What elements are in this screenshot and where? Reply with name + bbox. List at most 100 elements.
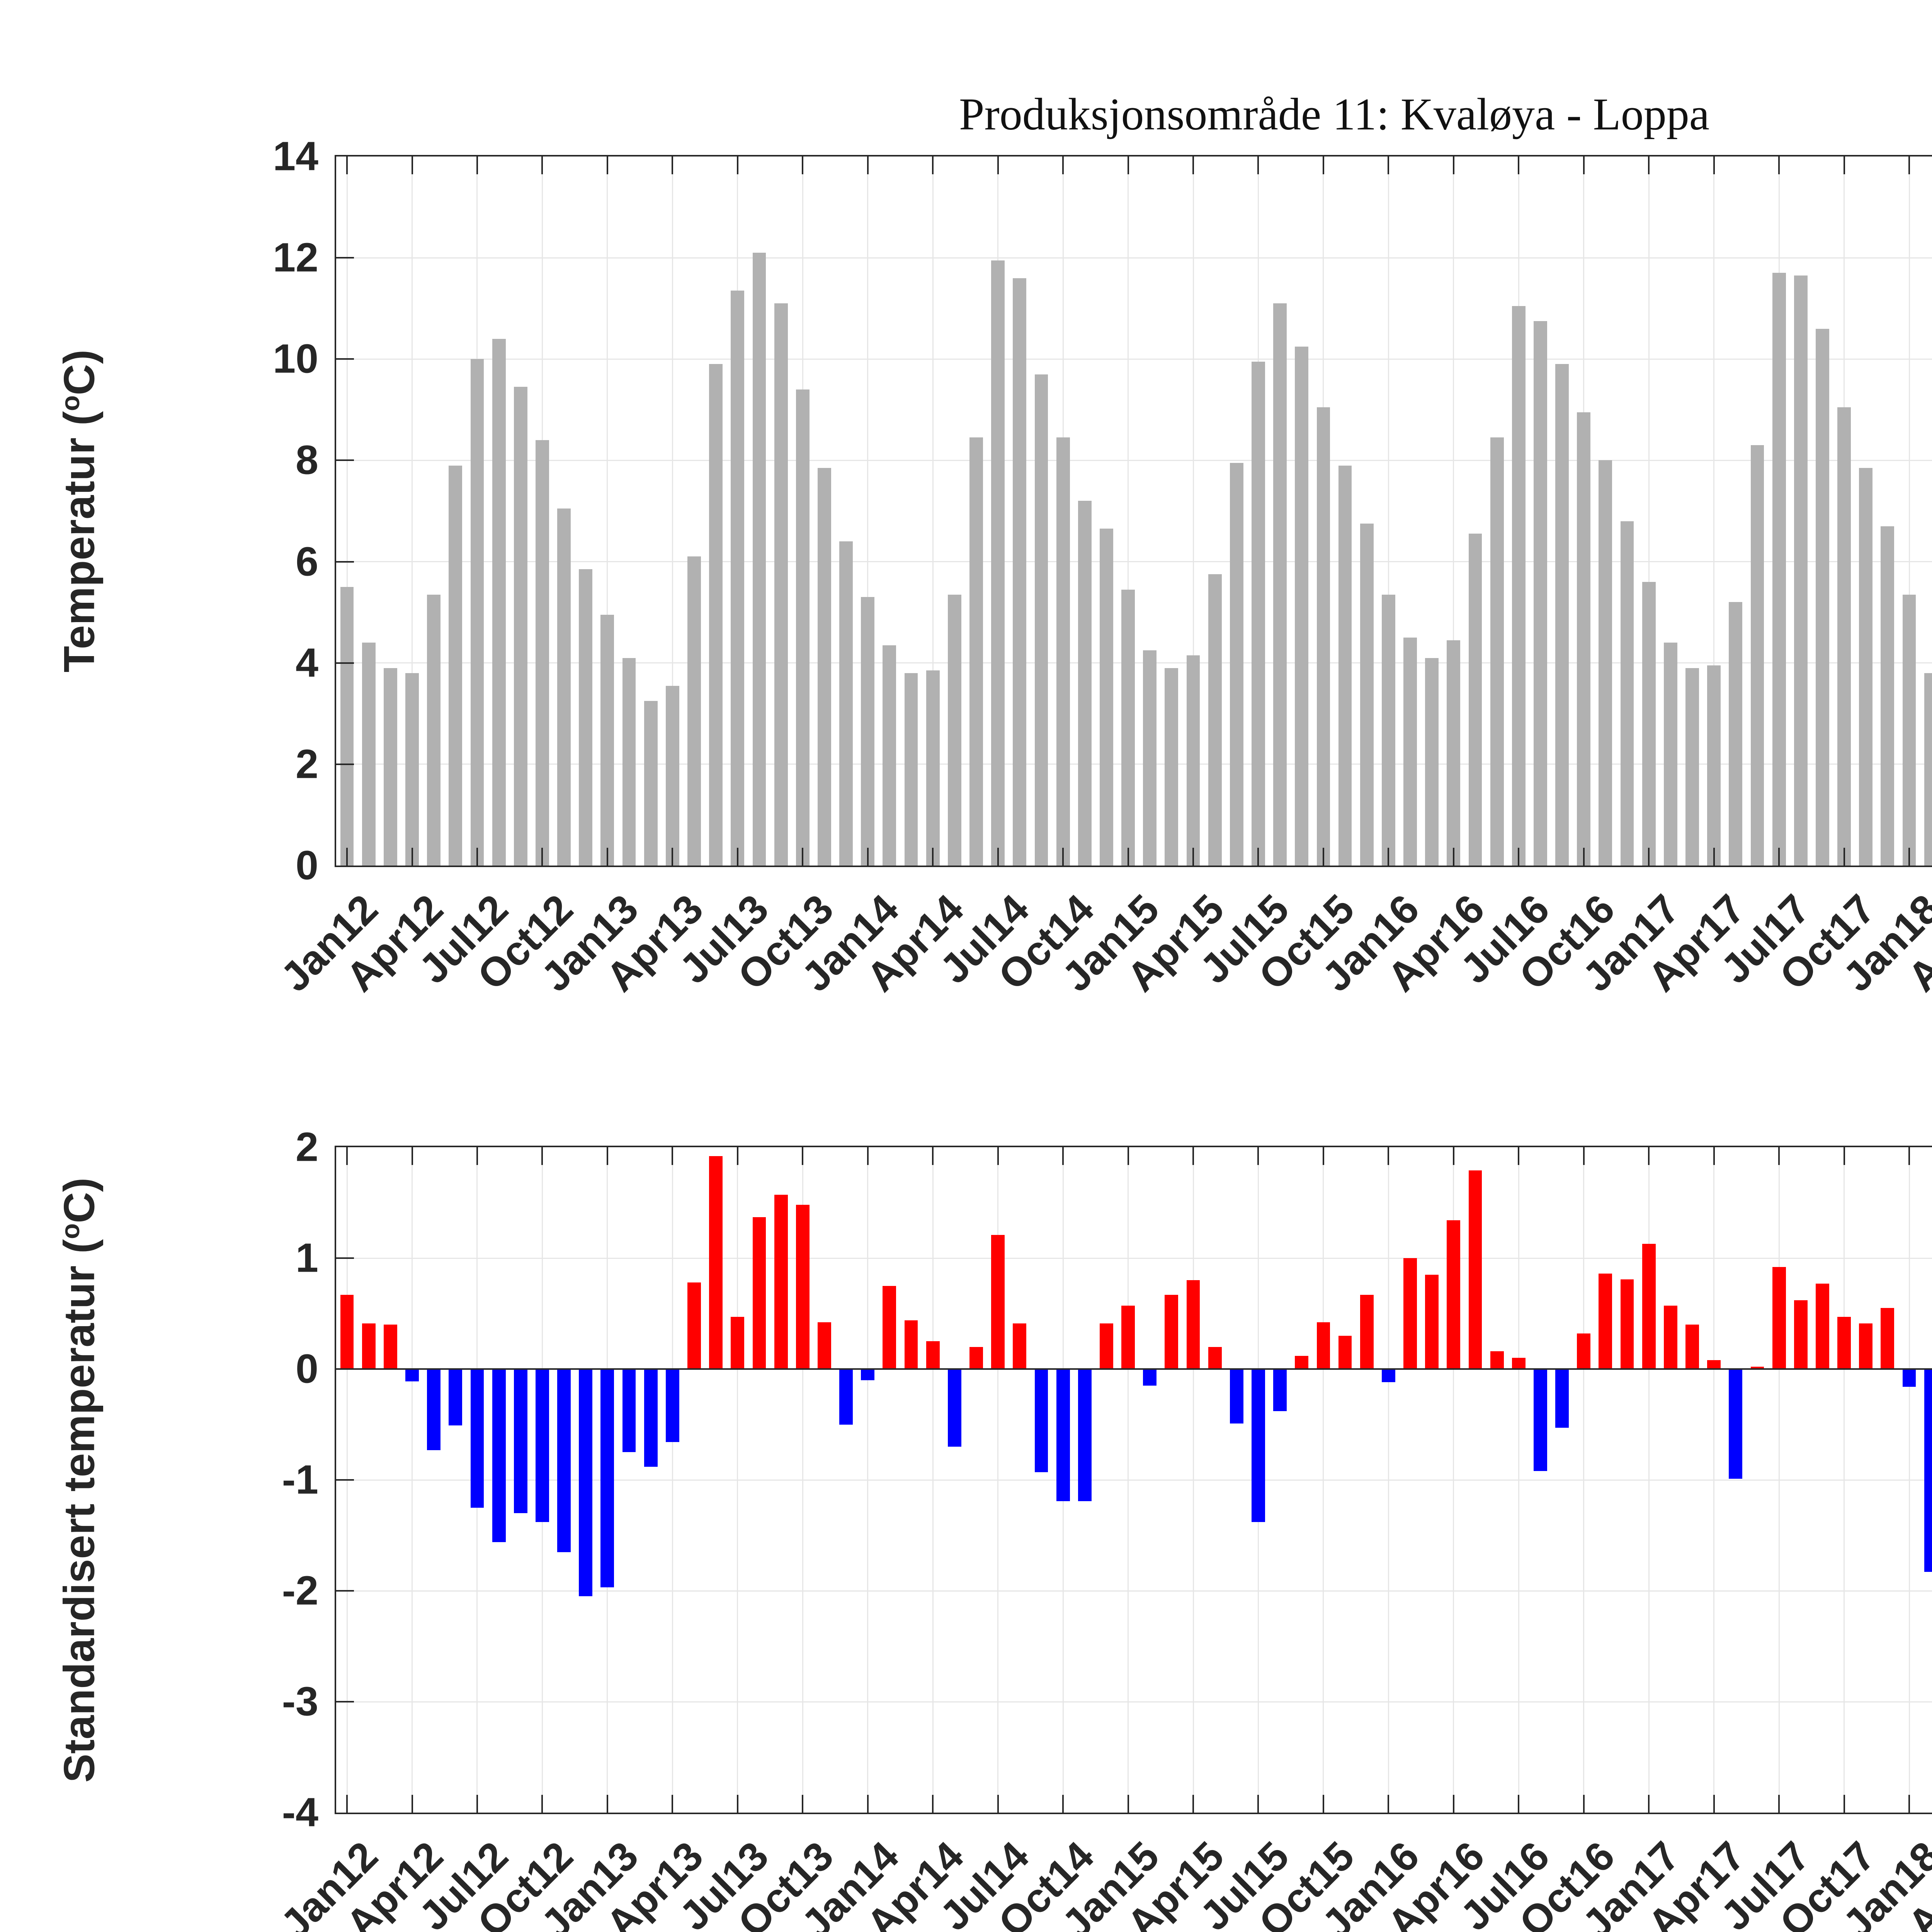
bar-Jan13 (600, 615, 614, 866)
x-tick-mark (997, 1147, 999, 1165)
x-tick-mark (411, 1795, 413, 1813)
bar-Sep13 (774, 303, 788, 866)
v-gridline (1778, 1147, 1780, 1813)
bar-Dec13 (839, 1369, 853, 1425)
x-tick-mark (1713, 156, 1715, 174)
v-gridline (1908, 156, 1910, 866)
bar-Feb14 (883, 645, 896, 866)
standardized-plot-area: -4 -3 -2 -1 0 1 2 Jan12 Apr12 Jul12 Oct12 Jan13 Apr1… (272, 1124, 1932, 1932)
bar-Jun16 (1490, 1351, 1504, 1369)
x-tick-mark (1127, 848, 1129, 866)
x-tick-mark (1062, 156, 1064, 174)
x-tick-mark (1257, 848, 1259, 866)
bar-Jun15 (1230, 1369, 1243, 1423)
bar-Jul14 (991, 260, 1005, 866)
bar-Jun12 (449, 1369, 463, 1426)
y-tick-label: 2 (296, 1124, 318, 1170)
bar-Feb16 (1403, 638, 1417, 866)
h-gridline (336, 561, 1932, 563)
bar-May15 (1208, 1347, 1222, 1369)
v-gridline (1713, 1147, 1715, 1813)
bar-Aug13 (752, 253, 766, 866)
bar-Jul14 (991, 1235, 1005, 1369)
bar-Aug12 (492, 1369, 506, 1542)
bar-Dec13 (839, 541, 853, 866)
x-tick-mark (411, 1147, 413, 1165)
bar-Apr16 (1447, 1220, 1461, 1369)
bar-Jun16 (1490, 437, 1504, 866)
bar-Dec14 (1099, 529, 1113, 866)
bar-Mar13 (644, 701, 658, 866)
x-tick-mark (1583, 156, 1585, 174)
x-tick-mark (1648, 848, 1650, 866)
x-tick-mark (1062, 1795, 1064, 1813)
y-tick-label: 12 (273, 235, 318, 281)
y-tick-label: 10 (273, 336, 318, 382)
bar-Jun14 (969, 437, 983, 866)
x-tick-mark (1648, 1795, 1650, 1813)
x-tick-mark (1648, 1147, 1650, 1165)
bar-Oct14 (1056, 1369, 1070, 1501)
v-gridline (1192, 1147, 1194, 1813)
bar-May15 (1208, 574, 1222, 866)
bar-Feb15 (1143, 650, 1157, 866)
bar-Oct12 (536, 440, 549, 866)
v-gridline (1323, 1147, 1324, 1813)
bar-Jun15 (1230, 463, 1243, 866)
v-gridline (997, 1147, 999, 1813)
bar-Jul16 (1512, 1358, 1526, 1369)
x-tick-mark (1843, 848, 1845, 866)
x-tick-mark (867, 1147, 869, 1165)
bar-Jun13 (709, 364, 723, 866)
v-gridline (346, 156, 348, 866)
bar-Sep13 (774, 1195, 788, 1369)
bar-Nov14 (1078, 1369, 1092, 1501)
x-tick-mark (1908, 156, 1910, 174)
bar-Apr15 (1186, 655, 1200, 866)
x-tick-mark (932, 1147, 934, 1165)
bar-Feb18 (1924, 673, 1932, 866)
x-tick-mark (541, 1795, 543, 1813)
v-gridline (1518, 1147, 1519, 1813)
bar-Feb13 (622, 658, 636, 866)
bar-Jan17 (1642, 1243, 1656, 1369)
bar-Jan15 (1121, 1306, 1135, 1369)
bar-May14 (947, 594, 961, 866)
bar-Feb17 (1663, 1306, 1677, 1369)
x-tick-mark (1778, 1795, 1780, 1813)
bar-Nov17 (1859, 1323, 1873, 1369)
x-tick-mark (802, 156, 804, 174)
bar-Mar12 (383, 1325, 397, 1369)
x-tick-mark (802, 1147, 804, 1165)
bar-Jan13 (600, 1369, 614, 1588)
bar-Nov16 (1599, 1274, 1612, 1369)
bar-Mar16 (1425, 658, 1439, 866)
x-tick-mark (606, 1795, 608, 1813)
y-tick-mark (336, 257, 354, 259)
bar-Jul15 (1252, 361, 1265, 866)
bar-Jan17 (1642, 582, 1656, 866)
bar-Feb14 (883, 1286, 896, 1369)
y-tick-mark (336, 1257, 354, 1259)
bar-Jan16 (1381, 594, 1395, 866)
bar-Aug14 (1013, 278, 1027, 866)
x-tick-mark (1257, 1147, 1259, 1165)
bar-Mar13 (644, 1369, 658, 1467)
x-tick-mark (1322, 156, 1324, 174)
x-tick-mark (541, 848, 543, 866)
v-gridline (1908, 1147, 1910, 1813)
x-tick-mark (672, 1795, 673, 1813)
x-tick-mark (1322, 848, 1324, 866)
bar-Jul17 (1772, 273, 1786, 866)
x-tick-mark (1908, 1147, 1910, 1165)
x-tick-mark (736, 156, 738, 174)
bar-Jul15 (1252, 1369, 1265, 1522)
x-tick-mark (1192, 848, 1194, 866)
x-tick-mark (932, 1795, 934, 1813)
x-tick-mark (1388, 1147, 1389, 1165)
v-gridline (1453, 156, 1454, 866)
x-tick-mark (1452, 848, 1454, 866)
h-gridline (336, 459, 1932, 461)
bar-Oct13 (796, 389, 810, 866)
x-tick-mark (1778, 156, 1780, 174)
